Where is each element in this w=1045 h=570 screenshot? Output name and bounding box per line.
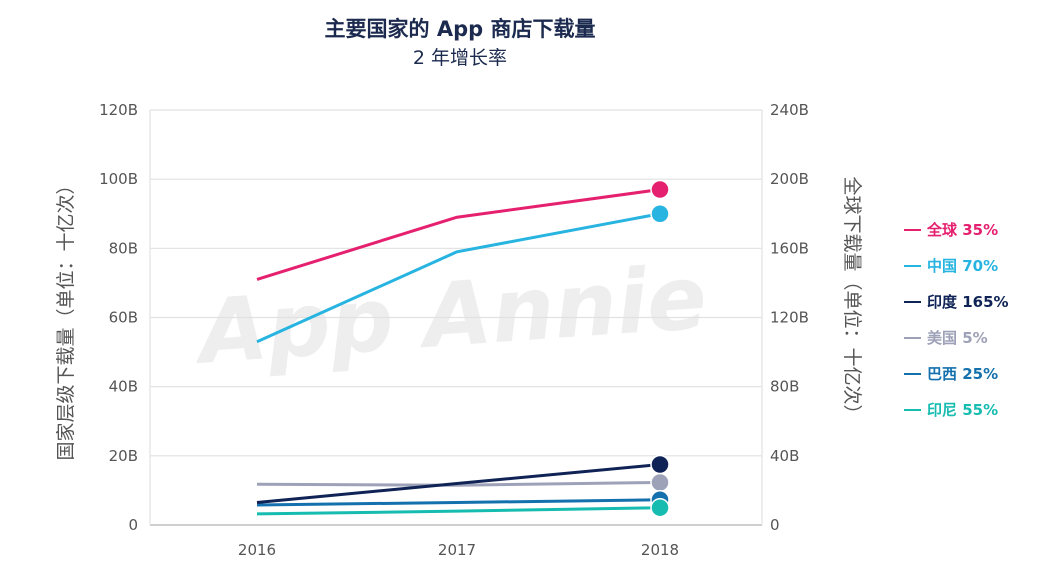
- y2-tick-label: 200B: [770, 170, 809, 188]
- y2-tick-label: 0: [770, 516, 780, 534]
- series-point-全球: [650, 179, 670, 200]
- series-point-美国: [650, 472, 670, 493]
- series-point-印尼: [650, 497, 670, 518]
- series-line-巴西: [256, 498, 661, 507]
- series-line-印尼: [256, 506, 661, 516]
- right-axis-ticks: 0 40B 80B 120B 160B 200B 240B: [770, 101, 809, 534]
- y-tick-label: 120B: [99, 101, 138, 119]
- chart-subtitle: 2 年增长率: [413, 47, 507, 69]
- legend-label: 巴西 25%: [927, 365, 998, 383]
- series-line-印度: [256, 462, 661, 505]
- series-lines: [256, 188, 661, 516]
- y-tick-label: 40B: [109, 378, 138, 396]
- series-point-印度: [650, 454, 670, 475]
- x-axis-ticks: 2016 2017 2018: [238, 541, 679, 559]
- y-axis-title: 国家层级下载量（单位：十亿次）: [55, 175, 77, 460]
- legend-label: 全球 35%: [926, 221, 998, 239]
- axes: [149, 110, 763, 526]
- series-line-全球: [256, 188, 661, 281]
- series-point-中国: [650, 204, 670, 224]
- y2-tick-label: 80B: [770, 378, 799, 396]
- watermark: App Annie: [190, 245, 710, 384]
- legend-label: 印度 165%: [927, 293, 1009, 311]
- x-tick-label: 2018: [641, 541, 679, 559]
- legend-label: 印尼 55%: [927, 401, 998, 419]
- y-tick-label: 20B: [109, 447, 138, 465]
- legend: 全球 35% 中国 70% 印度 165% 美国 5% 巴西 25% 印尼 55%: [904, 221, 1009, 419]
- y2-axis-title: 全球下载量（单位：十亿次）: [841, 176, 863, 423]
- y-tick-label: 80B: [109, 239, 138, 257]
- y2-tick-label: 120B: [770, 309, 809, 327]
- y2-tick-label: 160B: [770, 239, 809, 257]
- y2-tick-label: 240B: [770, 101, 809, 119]
- x-tick-label: 2016: [238, 541, 276, 559]
- chart-title: 主要国家的 App 商店下载量: [325, 17, 596, 41]
- y-tick-label: 60B: [109, 309, 138, 327]
- y-tick-label: 0: [128, 516, 138, 534]
- legend-label: 美国 5%: [927, 329, 988, 347]
- legend-label: 中国 70%: [927, 257, 998, 275]
- series-line-中国: [256, 212, 661, 344]
- series-line-美国: [256, 480, 661, 487]
- y2-tick-label: 40B: [770, 447, 799, 465]
- series-points: [650, 179, 670, 518]
- y-tick-label: 100B: [99, 170, 138, 188]
- left-axis-ticks: 0 20B 40B 60B 80B 100B 120B: [99, 101, 138, 534]
- x-tick-label: 2017: [438, 541, 476, 559]
